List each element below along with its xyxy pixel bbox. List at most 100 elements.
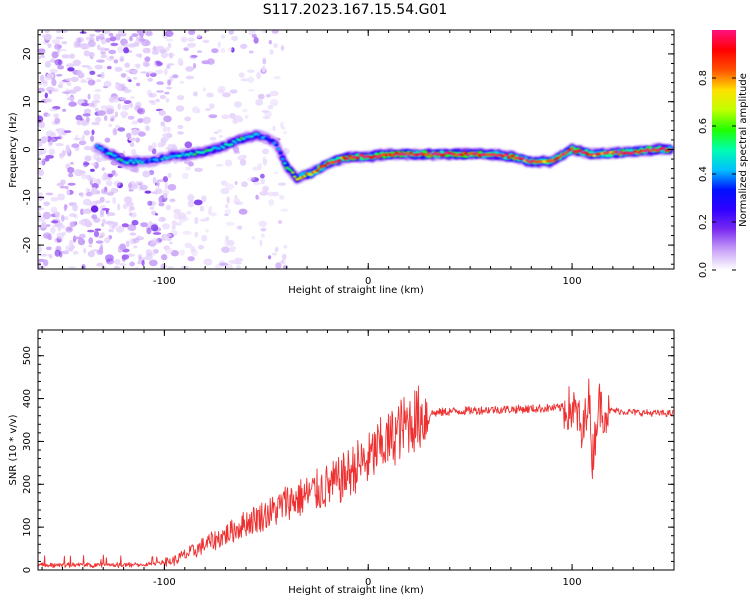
spectrogram-noise-blob	[194, 167, 204, 172]
spectrogram-noise-blob	[62, 108, 67, 112]
spectrogram-noise-blob	[178, 60, 184, 67]
spectrogram-noise-blob	[147, 200, 153, 206]
spectrogram-noise-blob	[165, 204, 172, 211]
spectrogram-noise-blob	[95, 240, 104, 244]
spectrogram-noise-blob	[234, 195, 238, 199]
spectrogram-ridge-point	[256, 133, 261, 136]
spectrogram-y-tick-label: 0	[22, 146, 33, 152]
spectrogram-noise-blob	[136, 63, 141, 69]
spectrogram-noise-blob	[178, 216, 186, 224]
spectrogram-noise-blob	[108, 228, 114, 233]
spectrogram-noise-blob	[185, 66, 194, 72]
spectrogram-ridge-point	[570, 147, 574, 150]
spectrogram-noise-blob	[129, 232, 137, 236]
spectrogram-noise-blob	[281, 126, 286, 130]
spectrogram-noise-blob	[197, 50, 202, 53]
spectrogram-noise-blob	[84, 44, 90, 49]
spectrogram-noise-blob	[142, 60, 147, 67]
spectrogram-noise-blob	[224, 209, 232, 214]
spectrogram-noise-blob	[80, 208, 84, 216]
spectrogram-noise-blob	[108, 32, 114, 37]
spectrogram-ridge-point	[288, 169, 293, 172]
spectrogram-noise-blob	[89, 33, 96, 38]
spectrogram-noise-blob	[87, 250, 95, 258]
spectrogram-noise-blob	[119, 243, 126, 251]
spectrogram-noise-blob	[164, 182, 168, 190]
spectrogram-noise-blob	[59, 80, 66, 84]
spectrogram-noise-blob	[165, 146, 171, 151]
spectrogram-y-tick-label: 10	[22, 95, 33, 108]
spectrogram-noise-blob	[56, 232, 64, 240]
spectrogram-ridge-point	[209, 148, 214, 152]
spectrogram-ridge-point	[138, 159, 142, 162]
spectrogram-noise-blob	[156, 179, 165, 183]
spectrogram-noise-blob	[106, 65, 112, 70]
spectrogram-noise-blob	[232, 36, 238, 42]
spectrogram-noise-blob	[220, 180, 228, 186]
spectrogram-noise-layer	[38, 30, 290, 269]
spectrogram-noise-blob	[135, 53, 142, 58]
spectrogram-noise-blob	[146, 227, 152, 235]
spectrogram-noise-blob	[224, 213, 229, 217]
snr-y-ticks: 0 100 200 300 400 500	[22, 329, 674, 573]
spectrogram-noise-blob	[277, 182, 287, 186]
spectrogram-noise-blob	[101, 167, 105, 171]
spectrogram-noise-blob	[200, 218, 207, 222]
spectrogram-ridge-point	[193, 153, 197, 156]
spectrogram-noise-blob	[51, 88, 59, 93]
spectrogram-noise-blob	[76, 69, 83, 76]
spectrogram-noise-blob	[208, 114, 218, 119]
spectrogram-noise-blob	[55, 128, 61, 132]
spectrogram-noise-blob	[111, 170, 116, 176]
spectrogram-noise-blob	[93, 217, 101, 223]
spectrogram-ridge-point	[504, 153, 509, 157]
spectrogram-ridge-point	[557, 155, 562, 158]
spectrogram-noise-blob	[201, 195, 207, 203]
spectrogram-noise-blob	[120, 73, 127, 78]
spectrogram-noise-blob	[78, 140, 87, 146]
spectrogram-noise-blob	[201, 234, 208, 242]
spectrogram-noise-blob	[166, 64, 171, 69]
spectrogram-noise-blob	[43, 201, 50, 207]
spectrogram-noise-blob	[144, 190, 152, 194]
spectrogram-noise-blob	[278, 219, 283, 225]
spectrogram-noise-blob	[163, 137, 167, 146]
spectrogram-noise-blob	[163, 115, 172, 123]
spectrogram-noise-blob	[85, 36, 94, 41]
spectrogram-ridge-point	[272, 142, 277, 145]
spectrogram-noise-blob	[75, 134, 79, 141]
spectrogram-ridge-point	[564, 151, 568, 155]
spectrogram-noise-blob	[115, 82, 122, 90]
spectrogram-noise-blob	[104, 237, 111, 244]
spectrogram-noise-blob	[52, 211, 60, 215]
spectrogram-noise-blob	[177, 124, 184, 130]
spectrogram-noise-blob	[48, 139, 54, 145]
spectrogram-noise-blob	[101, 208, 110, 211]
colorbar-label: Normalized spectral amplitude	[738, 73, 749, 227]
spectrogram-noise-blob	[130, 148, 137, 156]
spectrogram-noise-blob	[147, 145, 153, 152]
spectrogram-noise-blob	[257, 93, 265, 100]
spectrogram-noise-blob	[229, 246, 237, 250]
spectrogram-noise-blob	[261, 110, 269, 113]
spectrogram-noise-blob	[96, 178, 102, 185]
spectrogram-noise-blob	[141, 259, 145, 267]
spectrogram-noise-blob	[262, 148, 269, 155]
spectrogram-noise-blob	[128, 188, 134, 192]
spectrogram-noise-blob	[72, 204, 78, 212]
spectrogram-noise-blob	[121, 115, 127, 119]
spectrogram-noise-blob	[57, 193, 66, 201]
spectrogram-noise-blob	[83, 130, 91, 136]
spectrogram-noise-blob	[242, 108, 248, 113]
spectrogram-noise-blob	[164, 68, 168, 76]
spectrogram-noise-blob	[194, 216, 199, 225]
spectrogram-noise-blob	[44, 92, 48, 99]
spectrogram-x-axis-label: Height of straight line (km)	[288, 285, 424, 296]
spectrogram-noise-blob	[133, 245, 138, 249]
spectrogram-noise-blob	[260, 173, 265, 179]
spectrogram-noise-blob	[91, 162, 97, 166]
spectrogram-noise-blob	[38, 258, 46, 263]
spectrogram-noise-blob	[268, 40, 272, 45]
spectrogram-ridge-point	[280, 157, 285, 161]
spectrogram-noise-blob	[88, 237, 94, 245]
